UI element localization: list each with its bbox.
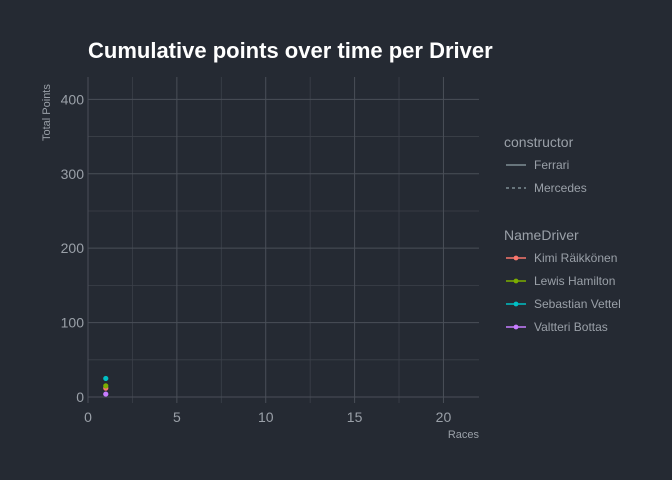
y-tick-label: 400 [61,91,85,107]
x-tick-label: 0 [84,409,92,425]
y-tick-label: 100 [61,315,85,331]
legend-title: NameDriver [504,227,579,243]
x-axis-label: Races [448,429,480,441]
y-tick-label: 200 [61,240,85,256]
data-point [103,375,109,382]
chart-title: Cumulative points over time per Driver [88,38,493,63]
data-point [103,383,109,389]
legend-label: Valtteri Bottas [534,320,608,334]
grid [87,77,479,403]
legend-key-point [513,278,519,284]
legend-title: constructor [504,134,574,150]
data-marks [103,375,109,397]
legend-label: Lewis Hamilton [534,274,615,288]
x-tick-label: 10 [258,409,274,425]
legend-key-point [513,301,519,307]
legend-label: Kimi Räikkönen [534,251,617,265]
legend-label: Mercedes [534,181,587,195]
x-tick-label: 5 [173,409,181,425]
data-point [103,391,109,397]
legend-key-point [513,255,519,261]
legend-key-point [513,324,519,330]
y-axis-label: Total Points [41,84,53,141]
x-tick-label: 15 [347,409,363,425]
legend: constructor Ferrari Mercedes NameDriver Kimi… [504,134,621,334]
y-tick-label: 300 [61,166,85,182]
y-tick-label: 0 [76,389,84,405]
x-tick-label: 20 [436,409,452,425]
legend-label: Sebastian Vettel [534,297,621,311]
legend-label: Ferrari [534,158,569,172]
